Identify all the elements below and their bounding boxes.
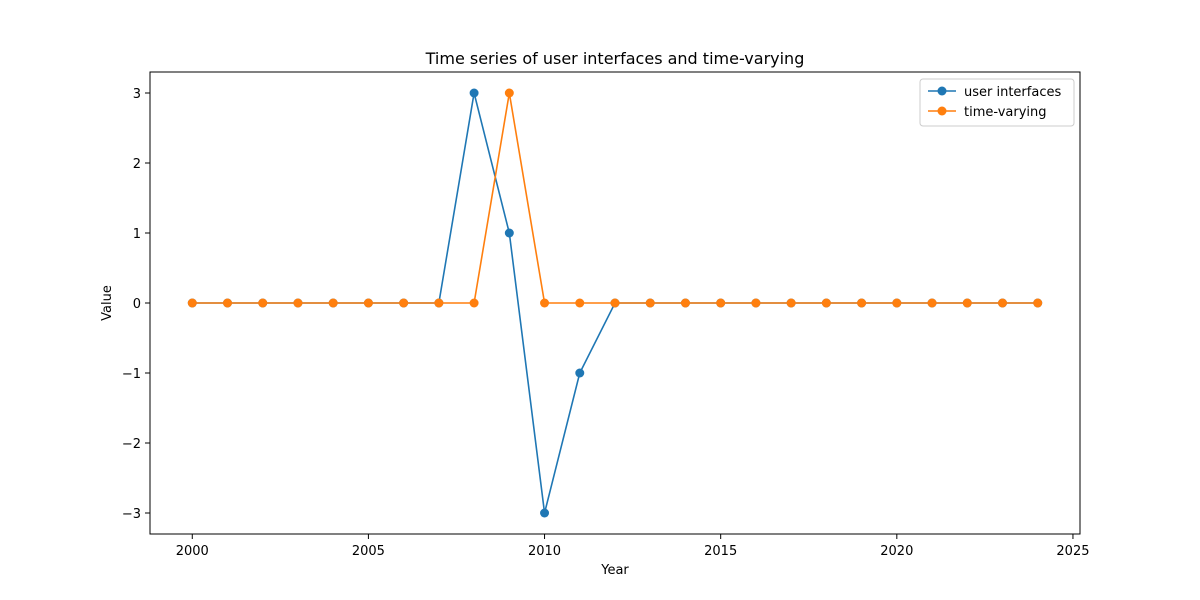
data-point <box>751 298 761 308</box>
data-point <box>223 298 232 308</box>
x-tick-label: 2025 <box>1056 544 1089 559</box>
data-point <box>575 368 585 378</box>
y-tick-label: 3 <box>133 87 141 102</box>
chart-title: Time series of user interfaces and time-… <box>425 49 805 68</box>
legend: user interfaces time-varying <box>919 78 1075 127</box>
data-point <box>540 298 550 308</box>
data-point <box>434 298 444 308</box>
x-tick-label: 2005 <box>352 544 385 559</box>
data-point <box>716 298 726 308</box>
data-point <box>469 88 479 98</box>
series-line <box>192 92 1038 304</box>
data-point <box>540 508 550 518</box>
data-point <box>962 298 972 308</box>
data-point <box>293 298 303 308</box>
data-point <box>504 88 514 98</box>
legend-marker <box>937 106 947 116</box>
y-axis: −3 −2 −1 0 1 2 3 <box>122 87 150 522</box>
data-point <box>363 298 373 308</box>
legend-box <box>919 78 1075 127</box>
legend-label: user interfaces <box>964 85 1061 100</box>
data-point <box>645 298 655 308</box>
data-point <box>575 298 585 308</box>
x-tick-label: 2010 <box>528 544 561 559</box>
y-tick-label: 2 <box>133 157 141 172</box>
data-point <box>998 298 1007 308</box>
data-point <box>187 298 197 308</box>
x-axis: 2000 2005 2010 2015 2020 2025 <box>176 534 1090 559</box>
data-point <box>328 298 338 308</box>
legend-item: user interfaces <box>928 85 1061 100</box>
y-tick-label: −1 <box>122 367 141 382</box>
data-point <box>786 298 796 308</box>
data-point <box>927 298 937 308</box>
data-point <box>680 298 690 308</box>
y-tick-label: −2 <box>122 437 141 452</box>
data-point <box>610 298 620 308</box>
y-tick-label: 1 <box>133 227 141 242</box>
plot-area <box>187 88 1043 518</box>
y-axis-label: Value <box>100 285 115 321</box>
x-tick-label: 2015 <box>704 544 737 559</box>
legend-marker <box>937 86 947 96</box>
legend-label: time-varying <box>964 105 1047 120</box>
data-point <box>821 298 831 308</box>
data-point <box>469 298 479 308</box>
data-point <box>857 298 867 308</box>
data-point <box>504 228 514 238</box>
data-point <box>892 298 902 308</box>
x-tick-label: 2020 <box>880 544 913 559</box>
series-time-varying <box>187 88 1043 308</box>
data-point <box>1033 298 1043 308</box>
legend-item: time-varying <box>928 105 1047 120</box>
x-tick-label: 2000 <box>176 544 209 559</box>
y-tick-label: −3 <box>122 507 141 522</box>
data-point <box>258 298 268 308</box>
x-axis-label: Year <box>600 563 629 578</box>
y-tick-label: 0 <box>133 297 141 312</box>
data-point <box>399 298 409 308</box>
